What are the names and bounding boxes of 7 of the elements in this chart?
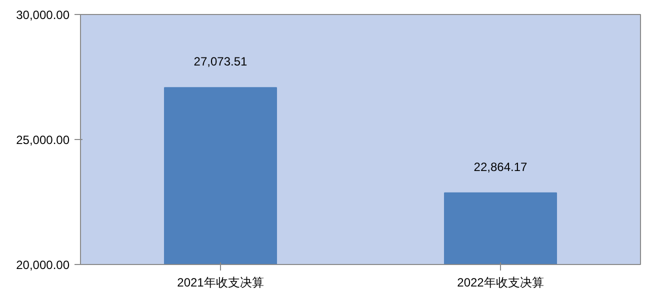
data-label: 27,073.51: [194, 54, 248, 69]
x-tick-label: 2022年收支决算: [457, 276, 544, 290]
y-tick-label: 30,000.00: [16, 8, 70, 22]
x-tick-label: 2021年收支决算: [177, 276, 264, 290]
y-tick-label: 25,000.00: [16, 133, 70, 147]
data-label: 22,864.17: [474, 160, 528, 174]
y-tick-label: 20,000.00: [16, 258, 70, 272]
